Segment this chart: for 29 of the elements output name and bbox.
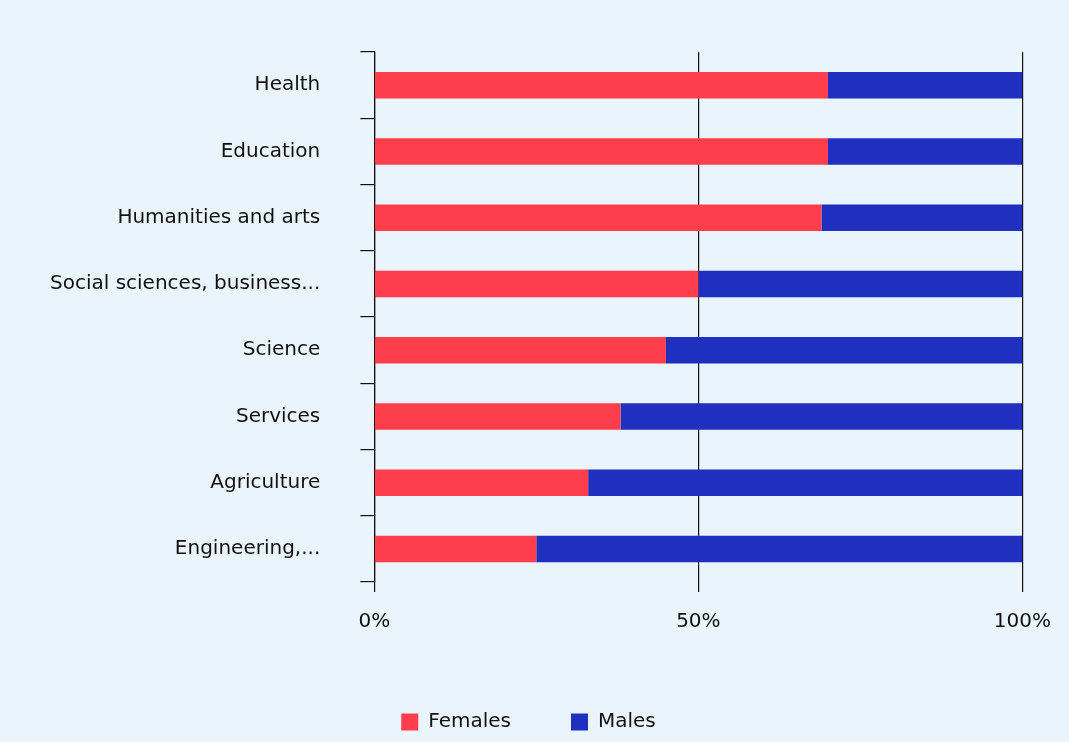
bar [374,403,621,430]
y-tick-label: Agriculture [210,468,321,493]
bar [536,535,1023,563]
x-tick-label: 50% [676,608,721,633]
legend-label: Males [597,708,656,733]
y-tick-label: Engineering,... [174,535,321,560]
y-tick-label: Social sciences, business... [49,270,321,295]
x-tick-label: 0% [358,608,391,633]
bar [620,403,1023,430]
bar [374,535,537,563]
bar [588,469,1023,496]
y-tick-label: Services [235,402,321,427]
y-tick-label: Science [242,336,321,361]
bar [374,469,589,496]
bar [374,204,822,231]
bar [821,204,1023,231]
bar [665,336,1023,364]
bar [374,336,666,364]
bar [827,71,1023,99]
legend-label: Females [428,708,511,733]
bar [374,71,828,99]
y-tick-label: Humanities and arts [117,203,321,228]
x-tick-label: 100% [993,608,1051,633]
bar [374,138,828,165]
bar [374,270,699,298]
bar [698,270,1023,298]
bar [827,138,1023,165]
y-tick-label: Education [220,137,321,162]
y-tick-label: Health [254,71,321,96]
